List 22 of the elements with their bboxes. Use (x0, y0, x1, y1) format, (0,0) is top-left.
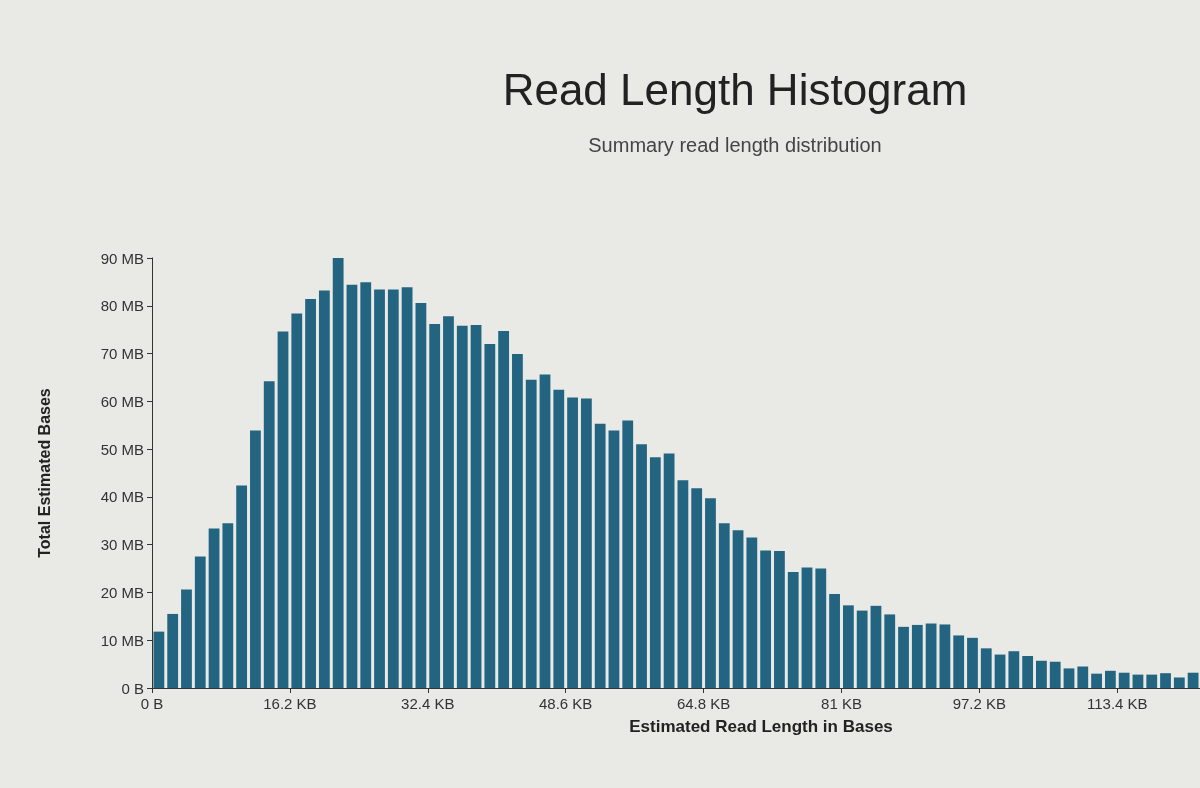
y-tick-label: 70 MB (100, 345, 144, 363)
x-axis-title: Estimated Read Length in Bases (629, 717, 893, 736)
x-tick-label: 81 KB (821, 695, 862, 712)
x-tick-label: 113.4 KB (1086, 695, 1148, 712)
x-tick-label: 97.2 KB (952, 695, 1007, 712)
y-tick-label: 50 MB (100, 440, 144, 458)
y-tick-label: 10 MB (100, 631, 144, 649)
y-tick-label: 90 MB (100, 249, 144, 267)
chart-subtitle: Summary read length distribution (588, 134, 882, 156)
x-tick-label: 0 B (140, 695, 164, 712)
chart-title: Read Length Histogram (502, 64, 968, 114)
x-tick-label: 48.6 KB (539, 695, 593, 712)
y-tick-label: 80 MB (100, 297, 144, 315)
y-tick-label: 60 MB (100, 392, 144, 410)
y-tick-label: 0 B (121, 679, 144, 697)
y-axis-title: Total Estimated Bases (35, 388, 53, 558)
y-tick-label: 40 MB (100, 488, 144, 506)
y-tick-label: 20 MB (100, 583, 144, 601)
x-tick-label: 32.4 KB (401, 695, 455, 712)
x-tick-label: 16.2 KB (263, 695, 317, 712)
y-tick-label: 30 MB (100, 536, 144, 554)
x-tick-label: 64.8 KB (676, 695, 731, 712)
